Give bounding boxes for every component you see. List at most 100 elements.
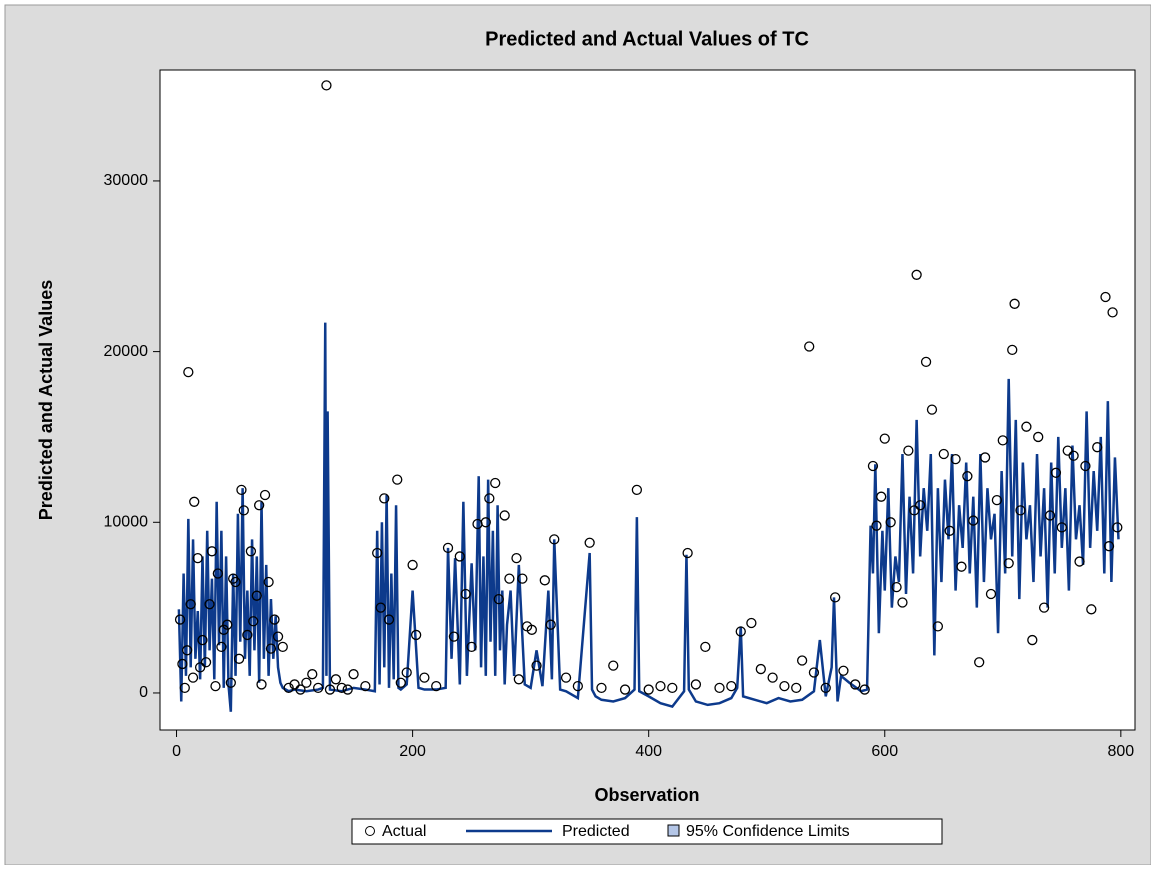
actual-point [1074,556,1085,567]
y-tick-label: 10000 [104,514,149,531]
actual-point [1044,510,1056,521]
actual-point [920,356,932,368]
actual-point [1007,344,1018,356]
actual-point [348,669,359,680]
actual-point [504,573,515,584]
actual-point [1056,522,1067,533]
actual-point [179,682,190,693]
legend-marker [365,826,375,836]
actual-point [395,677,406,688]
legend-label: Actual [382,823,426,840]
actual-point [448,631,460,642]
actual-point [183,366,194,378]
actual-point [850,679,861,690]
chart-title: Predicted and Actual Values of TC [485,28,809,50]
actual-point [419,672,430,683]
actual-point [838,665,849,676]
x-tick-label: 600 [871,743,898,760]
actual-point [1112,522,1123,533]
x-tick-label: 400 [635,743,662,760]
actual-point [251,590,262,601]
actual-point [979,452,991,463]
actual-point [210,680,221,692]
actual-point [204,599,215,610]
actual-point [230,576,241,588]
actual-point [493,593,504,605]
actual-point [867,460,879,472]
actual-point [608,660,619,671]
actual-point [295,684,306,695]
actual-point [859,684,870,695]
actual-point [181,645,193,656]
actual-point [245,546,257,557]
actual-point [1027,634,1038,646]
actual-point [755,663,766,675]
actual-point [283,682,294,693]
actual-point [891,581,902,593]
actual-point [187,672,199,683]
actual-point [911,269,922,280]
actual-point [909,505,920,516]
actual-point [233,653,245,664]
actual-point [375,602,386,613]
actual-point [631,484,643,496]
actual-point [484,493,495,504]
actual-point [454,551,465,562]
actual-point [254,500,265,511]
actual-point [962,471,973,482]
actual-point [531,660,542,671]
actual-point [431,680,442,692]
actual-point [545,619,556,630]
actual-point [655,680,666,692]
actual-point [222,619,233,630]
actual-point [526,624,537,635]
actual-point [1080,460,1091,472]
actual-point [1050,467,1062,478]
actual-point [885,517,896,528]
actual-point [272,631,284,642]
y-tick-label: 20000 [104,343,149,360]
x-tick-label: 0 [172,743,181,760]
legend-swatch [667,824,680,837]
y-tick-label: 30000 [104,172,149,189]
actual-point [401,667,412,678]
actual-point [808,667,820,678]
actual-point [330,674,342,685]
actual-point [767,672,778,683]
actual-point [1068,450,1079,461]
actual-point [407,559,418,571]
actual-point [1086,604,1097,615]
actual-point [177,658,188,670]
actual-point [1100,291,1111,303]
actual-point [192,552,203,564]
x-tick-label: 800 [1107,743,1134,760]
actual-point [820,682,831,693]
actual-point [726,680,737,692]
actual-point [379,493,390,504]
actual-point [1107,307,1118,318]
actual-point [1003,558,1014,569]
actual-point [950,453,961,465]
actual-point [596,682,607,693]
legend-label: 95% Confidence Limits [686,823,850,840]
actual-point [174,614,186,625]
actual-point [903,445,914,456]
x-tick-label: 200 [399,743,426,760]
actual-point [360,680,371,692]
actual-point [460,588,471,600]
actual-point [442,542,454,554]
actual-point [265,643,277,654]
actual-point [1062,445,1073,456]
actual-point [248,616,259,627]
legend [351,818,943,845]
actual-point [269,614,280,625]
actual-point [1009,298,1020,309]
actual-point [897,597,908,608]
actual-point [791,682,802,693]
actual-point [185,599,196,610]
actual-point [572,680,584,692]
actual-point [242,629,253,641]
actual-point [324,684,336,695]
plot-area [159,69,1136,731]
predicted-line [177,322,1120,712]
